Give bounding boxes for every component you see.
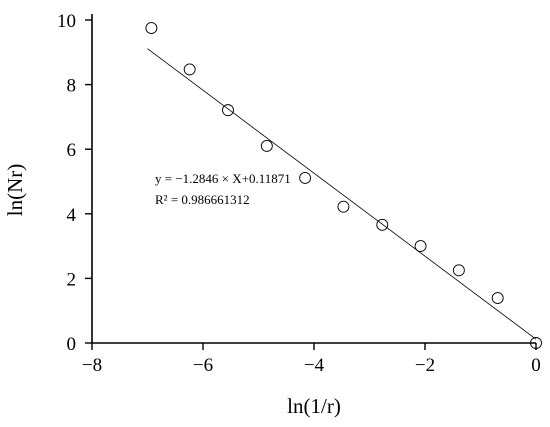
ticks: [85, 19, 537, 350]
data-point: [260, 140, 273, 152]
data-point: [376, 218, 389, 231]
y-tick-label: 6: [67, 140, 77, 161]
x-tick-label: −8: [82, 355, 102, 376]
tick-labels: −8 −6 −4 −2 0 0 2 4 6 8 10: [57, 11, 541, 376]
data-point: [452, 264, 465, 277]
x-axis-title: ln(1/r): [287, 394, 341, 418]
fit-equation: y = −1.2846 × X+0.11871: [155, 171, 291, 186]
x-tick-label: 0: [531, 355, 541, 376]
y-tick-label: 0: [67, 334, 77, 355]
data-point: [299, 171, 312, 184]
fit-line: [147, 48, 537, 340]
data-point: [222, 104, 234, 117]
y-tick-label: 8: [67, 76, 77, 97]
data-point: [530, 337, 542, 349]
data-point: [337, 200, 350, 213]
y-axis-title: ln(Nr): [3, 164, 27, 216]
data-point: [491, 292, 504, 305]
x-tick-label: −2: [415, 355, 435, 376]
r-squared: R² = 0.986661312: [155, 192, 250, 207]
data-point: [183, 63, 196, 76]
data-points: [145, 22, 542, 349]
y-tick-label: 4: [67, 205, 77, 226]
y-tick-label: 10: [57, 11, 76, 32]
x-tick-label: −4: [304, 355, 325, 376]
x-tick-label: −6: [193, 355, 213, 376]
data-point: [414, 240, 427, 253]
y-tick-label: 2: [67, 269, 77, 290]
data-point: [145, 22, 158, 35]
